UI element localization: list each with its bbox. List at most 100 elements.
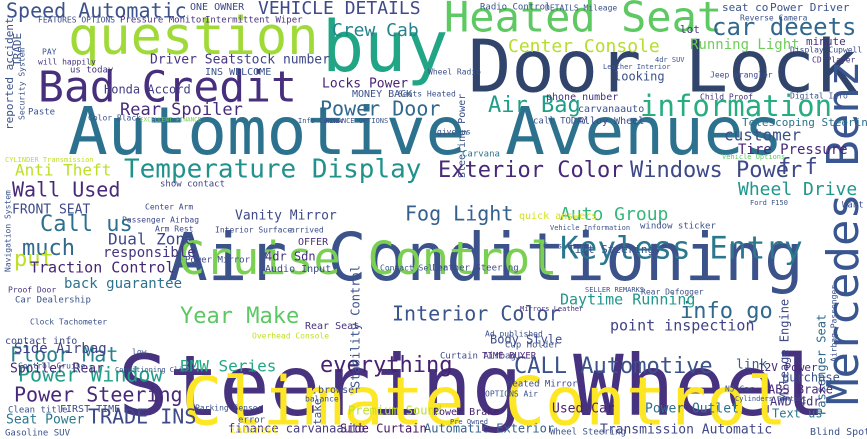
- word: Climate Control: [182, 363, 787, 439]
- word: Honda Accord: [104, 83, 191, 97]
- word: Power Door: [320, 97, 440, 121]
- word: Overhead Console: [252, 332, 329, 341]
- word: Navigation System: [4, 190, 13, 272]
- word: Parking Sensor: [195, 404, 263, 413]
- word: Floor Mat: [10, 343, 118, 367]
- word: Door Lock: [468, 25, 858, 109]
- word: BMW Series: [180, 357, 276, 376]
- word: Vanity Mirror: [235, 209, 337, 224]
- word: contact info: [5, 336, 77, 347]
- word: Mercedes Benz: [818, 61, 867, 405]
- word: INS WELCOME: [205, 67, 271, 78]
- word: Transmission Automatic: [600, 423, 772, 438]
- word: Leather Interior: [603, 63, 670, 71]
- word: Passenger Airbag: [122, 216, 199, 225]
- word: Power Steering: [14, 383, 183, 407]
- word: Rear Defogger: [641, 288, 704, 297]
- word: NJ Car: [725, 385, 754, 394]
- word: show contact: [160, 180, 225, 190]
- word: error: [238, 416, 266, 426]
- word: window sticker: [640, 222, 716, 232]
- word: Car Dealership: [15, 296, 91, 306]
- word: Display Cupwell: [790, 46, 862, 55]
- word: Pre Owned: [450, 418, 488, 426]
- word: Wheel Steering: [550, 428, 626, 438]
- word: Windows Power: [630, 158, 802, 183]
- word: Child Proof: [700, 93, 753, 102]
- word: MONEY BACK: [352, 89, 412, 100]
- word: Vehicle Information: [550, 224, 630, 232]
- word: Stability Control: [349, 265, 363, 388]
- word: Wheel Radio: [428, 68, 481, 77]
- word: Cup Holder: [505, 341, 560, 351]
- word: Power Mirror: [185, 256, 251, 266]
- word: Contact Seller: [380, 264, 448, 273]
- word: SELLER REMARKS: [585, 286, 644, 294]
- word: Driver Seat: [150, 53, 236, 68]
- word: Automotive Avenues: [68, 93, 783, 170]
- word: finance carvanaauto: [228, 422, 365, 436]
- word: AWD 4dr: [770, 395, 821, 409]
- word: link: [736, 358, 767, 373]
- word: 4dr SUV: [655, 56, 685, 64]
- word: Traction Control: [30, 259, 175, 277]
- word: looking: [614, 70, 665, 84]
- word: TIME BUYER: [482, 352, 537, 362]
- word: quick answers: [519, 211, 597, 222]
- word: Cylinders Contact: [735, 395, 807, 403]
- word: Paste: [28, 108, 55, 118]
- word: Bad Credit: [38, 63, 297, 113]
- word: Heated Seat: [444, 0, 722, 42]
- word: Mirrors Leather: [520, 305, 583, 313]
- word: Steering Wheel: [118, 337, 826, 435]
- word: Seats Heated: [398, 90, 456, 99]
- word: Power Window: [18, 363, 163, 387]
- word: Body Style: [490, 333, 562, 347]
- word: CD Player: [812, 56, 856, 65]
- word: Wall Used: [12, 178, 120, 202]
- word: question: [68, 7, 318, 67]
- word: buy: [322, 6, 448, 88]
- word: lot: [680, 23, 700, 36]
- word: Pressure Monitor: [120, 16, 207, 26]
- word: Power Outlet: [645, 402, 739, 417]
- word: Spoiler Rear: [10, 362, 104, 377]
- word: TRADE: [11, 33, 24, 66]
- word: Color Black: [88, 114, 141, 123]
- word: Carvana: [462, 150, 500, 160]
- word: Daytime Running: [560, 291, 695, 309]
- word: interest: [230, 425, 278, 436]
- word: ABS Brake: [768, 383, 833, 397]
- word: Center Arm: [145, 203, 193, 212]
- word: EXCELLENT FINANCE: [140, 117, 202, 124]
- word: Temperature Display: [124, 155, 421, 185]
- word: Power Driver: [770, 1, 850, 14]
- word: Center Console: [508, 36, 660, 57]
- word: Vehicle Options: [722, 153, 785, 161]
- word: arrived: [290, 226, 324, 235]
- word: Automatic Exterior: [424, 422, 554, 436]
- word: Locks Power: [322, 77, 408, 92]
- word: Audio Input: [265, 264, 331, 275]
- word: Speed Automatic: [6, 0, 187, 23]
- word: Side Airbag: [14, 341, 107, 357]
- word: Info Center: [298, 117, 344, 125]
- word: Wheel Drive: [738, 179, 857, 200]
- word: Running Light: [690, 37, 800, 53]
- word: VEHICLE DETAILS: [258, 0, 421, 19]
- word: Conditioning Climate: [115, 366, 199, 374]
- word: purchase: [782, 371, 840, 385]
- word: Clean title: [8, 406, 68, 416]
- word: take: [311, 399, 324, 426]
- word: Leather Steering: [432, 264, 519, 274]
- word: Reverse Camera: [740, 14, 808, 23]
- word: Alloy Wheel: [578, 116, 644, 127]
- word: low: [132, 348, 147, 357]
- word: Crew Cab: [332, 20, 419, 41]
- word: Airbag Passenger: [830, 285, 839, 362]
- word: Passenger Seat: [815, 314, 829, 415]
- word: Auto Group: [560, 204, 668, 225]
- word: Dual Zone: [108, 230, 195, 249]
